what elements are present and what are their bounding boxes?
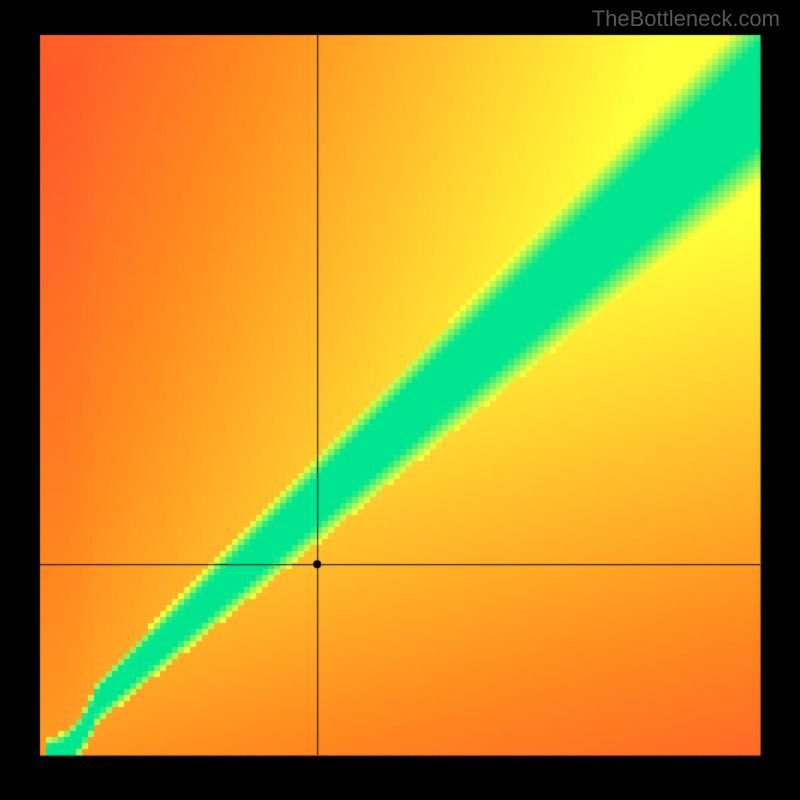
bottleneck-heatmap (0, 0, 800, 800)
watermark-text: TheBottleneck.com (592, 6, 780, 32)
